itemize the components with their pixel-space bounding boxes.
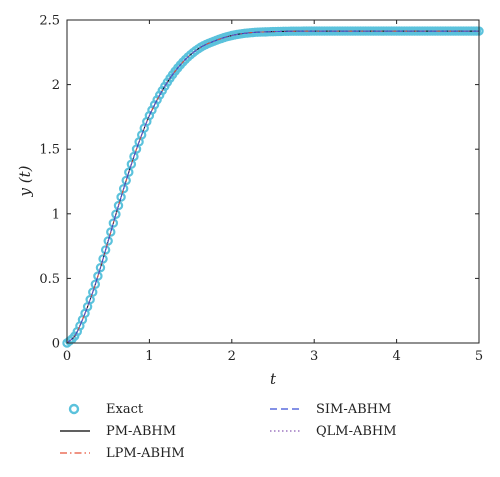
plot-background	[67, 20, 479, 343]
exact-marker	[124, 167, 134, 177]
y-axis-label: y (t)	[16, 165, 34, 197]
legend-label: LPM-ABHM	[106, 446, 185, 461]
legend-item: QLM-ABHM	[270, 424, 397, 439]
legend-item: SIM-ABHM	[270, 402, 391, 417]
legend-item: Exact	[68, 402, 144, 417]
series-sim-abhm-line	[66, 30, 479, 344]
legend-item: LPM-ABHM	[60, 446, 185, 461]
y-tick-label: 1	[52, 207, 60, 222]
curves-layer	[62, 26, 484, 348]
exact-marker	[111, 209, 121, 219]
legend-marker	[68, 403, 80, 415]
x-tick-label: 5	[475, 349, 483, 364]
legend-label: Exact	[106, 402, 144, 417]
y-tick-label: 1.5	[39, 143, 60, 158]
x-tick-label: 4	[392, 349, 400, 364]
exact-marker	[118, 183, 129, 194]
exact-marker	[116, 192, 126, 202]
x-axis-label: t	[270, 370, 277, 388]
legend-label: PM-ABHM	[106, 424, 176, 439]
exact-marker	[126, 159, 137, 169]
legend-label: SIM-ABHM	[316, 402, 391, 417]
exact-marker	[121, 175, 131, 186]
y-tick-label: 0	[52, 337, 60, 352]
y-tick-label: 0.5	[39, 272, 60, 287]
series-qlm-abhm-line	[66, 30, 479, 344]
y-tick-label: 2	[52, 78, 60, 93]
legend-item: PM-ABHM	[60, 424, 176, 439]
exact-marker	[95, 262, 106, 273]
y-tick-label: 2.5	[39, 14, 60, 29]
x-tick-label: 2	[228, 349, 236, 364]
exact-marker	[113, 200, 124, 211]
exact-marker	[90, 279, 101, 289]
exact-marker	[93, 271, 103, 281]
plot-frame	[66, 19, 480, 344]
x-tick-label: 1	[145, 349, 153, 364]
legend-label: QLM-ABHM	[316, 424, 397, 439]
ticks-layer: 0 1 2 3 4 5 0 0.5 1 1.5 2 2.5	[39, 14, 483, 365]
exact-marker	[106, 227, 116, 237]
exact-marker	[103, 236, 113, 246]
x-tick-label: 3	[310, 349, 318, 364]
exact-marker	[98, 254, 108, 264]
exact-marker	[100, 245, 111, 255]
exact-marker	[88, 287, 98, 297]
x-tick-label: 0	[63, 349, 71, 364]
legend: Exact PM-ABHM LPM-ABHM SIM-ABHM QLM-ABHM	[60, 402, 397, 461]
exact-marker	[108, 218, 119, 228]
